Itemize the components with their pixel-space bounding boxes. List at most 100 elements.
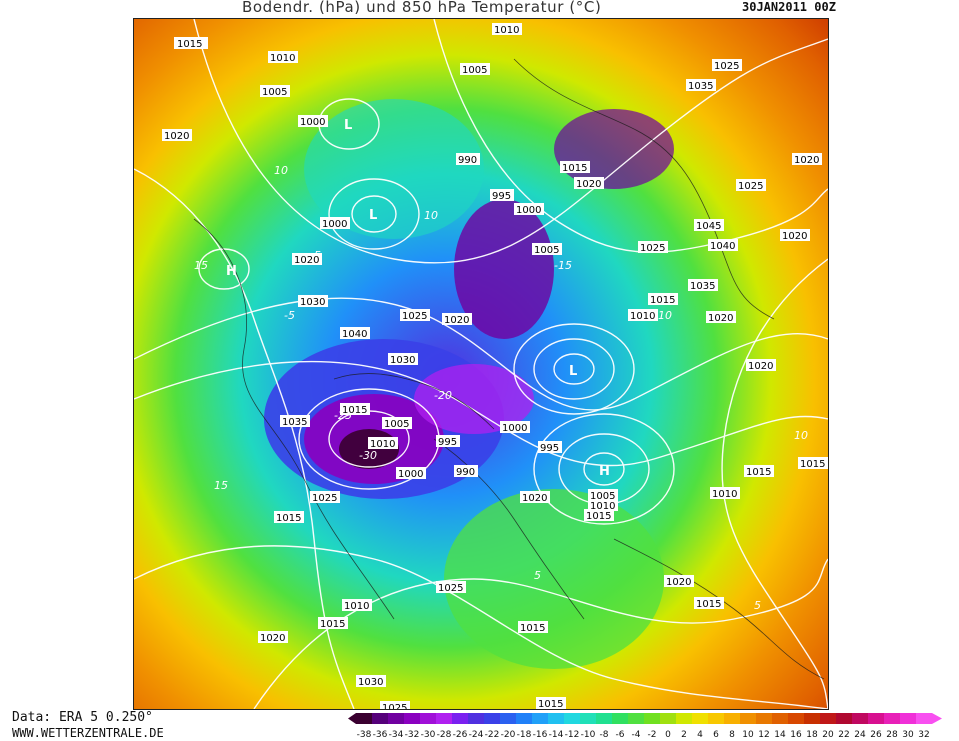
- colorbar-tick-label: 0: [665, 730, 671, 740]
- colorbar-tick-label: -8: [600, 730, 609, 740]
- isobar-label-box: 1030: [298, 295, 328, 308]
- isobar-ring: [583, 452, 625, 486]
- colorbar-swatch: [468, 713, 484, 724]
- svg-text:1010: 1010: [344, 601, 369, 612]
- colorbar-tick-label: -12: [565, 730, 580, 740]
- svg-text:1010: 1010: [370, 439, 395, 450]
- colorbar-swatch: [516, 713, 532, 724]
- colorbar-swatch: [548, 713, 564, 724]
- coastline: [613, 538, 825, 680]
- isobar-label-box: 1035: [688, 279, 718, 292]
- svg-text:1020: 1020: [164, 131, 189, 142]
- colorbar-tick-label: -14: [549, 730, 564, 740]
- svg-text:1030: 1030: [358, 677, 383, 688]
- cold-pool-arctic: [454, 199, 554, 339]
- colorbar-tick-label: 12: [758, 730, 769, 740]
- colorbar-swatch: [676, 713, 692, 724]
- colorbar-swatch: [596, 713, 612, 724]
- coastline: [433, 438, 585, 620]
- isobar-label-box: 1030: [356, 675, 386, 688]
- svg-text:1025: 1025: [402, 311, 427, 322]
- valid-time: 30JAN2011 00Z: [742, 0, 836, 14]
- colorbar-swatch: [644, 713, 660, 724]
- isobar-label-box: 1015: [318, 617, 348, 630]
- low-center: L: [369, 208, 377, 223]
- isobar-label-box: 1025: [712, 59, 742, 72]
- svg-text:1010: 1010: [270, 53, 295, 64]
- isobar-label-box: 1015: [798, 457, 828, 470]
- isobar-label-box: 1010: [628, 309, 658, 322]
- isobar-ring: [513, 323, 635, 415]
- cold-pool-center: [414, 364, 534, 434]
- isobar-label-box: 1025: [638, 241, 668, 254]
- colorbar-tick-label: -18: [517, 730, 532, 740]
- colorbar-swatch: [356, 713, 372, 724]
- isobar-label-box: 1010: [588, 499, 618, 512]
- colorbar-swatch: [420, 713, 436, 724]
- svg-text:1025: 1025: [738, 181, 763, 192]
- weather-map: 15 10 5 10 -5 5 -10 -15 -20 -25 -30 15 1…: [133, 18, 829, 710]
- svg-text:1015: 1015: [320, 619, 345, 630]
- isobar-label-box: 1015: [174, 37, 208, 50]
- data-source: Data: ERA 5 0.250°: [12, 710, 153, 725]
- svg-text:1025: 1025: [382, 703, 407, 709]
- map-title: Bodendr. (hPa) und 850 hPa Temperatur (°…: [242, 0, 602, 16]
- isobar-label-box: 1020: [520, 491, 550, 504]
- isobar-label-box: 1015: [536, 697, 566, 709]
- colorbar-swatch: [628, 713, 644, 724]
- colorbar-swatch: [372, 713, 388, 724]
- colorbar-swatch: [900, 713, 916, 724]
- svg-text:1020: 1020: [444, 315, 469, 326]
- isobar-label-box: 1025: [400, 309, 430, 322]
- svg-text:995: 995: [438, 437, 457, 448]
- svg-text:1035: 1035: [282, 417, 307, 428]
- isobar-label-box: 1015: [560, 161, 590, 174]
- isobar-line: [253, 558, 828, 709]
- colorbar-swatch: [692, 713, 708, 724]
- isobar-label-box: 1015: [340, 403, 370, 416]
- colorbar-swatch: [916, 713, 932, 724]
- colorbar-swatch: [852, 713, 868, 724]
- colorbar-swatch: [580, 713, 596, 724]
- temperature-labels: 15 10 5 10 -5 5 -10 -15 -20 -25 -30 15 1…: [194, 164, 808, 612]
- mild-area-south: [444, 489, 664, 669]
- temperature-label: -20: [434, 389, 452, 402]
- svg-text:995: 995: [540, 443, 559, 454]
- temperature-label: 15: [214, 479, 228, 492]
- svg-text:1010: 1010: [494, 25, 519, 36]
- colorbar-swatch: [708, 713, 724, 724]
- coastlines: [193, 58, 825, 680]
- svg-text:1005: 1005: [262, 87, 287, 98]
- isobar-label-box: 1045: [694, 219, 724, 232]
- isobar-label-box: 990: [454, 465, 478, 478]
- svg-text:1020: 1020: [708, 313, 733, 324]
- colorbar-swatch: [404, 713, 420, 724]
- colorbar-tick-label: 28: [886, 730, 898, 740]
- isobar-label-box: 1020: [664, 575, 694, 588]
- svg-text:1035: 1035: [688, 81, 713, 92]
- isobar-label-box: 1025: [310, 491, 340, 504]
- temperature-label: -30: [359, 449, 377, 462]
- colorbar-tick-label: -16: [533, 730, 548, 740]
- colorbar-swatch: [772, 713, 788, 724]
- temperature-label: 15: [194, 259, 208, 272]
- colorbar-tick-label: -24: [469, 730, 484, 740]
- high-center: H: [599, 464, 610, 479]
- isobar-label-box: 1020: [292, 253, 322, 266]
- colorbar-tick-label: -10: [581, 730, 596, 740]
- isobar-line: [134, 297, 828, 411]
- colorbar-swatch: [756, 713, 772, 724]
- colorbar-tick-label: 10: [742, 730, 754, 740]
- isobar-label-box: 1000: [514, 203, 544, 216]
- colorbar-tick-label: 26: [870, 730, 882, 740]
- svg-text:995: 995: [492, 191, 511, 202]
- svg-text:1020: 1020: [294, 255, 319, 266]
- isobar-label-box: 1015: [518, 621, 548, 634]
- isobar-line: [134, 168, 355, 709]
- svg-text:1015: 1015: [342, 405, 367, 416]
- isobar-ring: [351, 195, 397, 233]
- svg-text:1005: 1005: [534, 245, 559, 256]
- colorbar-swatch: [868, 713, 884, 724]
- isobar-label-box: 1000: [500, 421, 530, 434]
- colorbar-tick-label: 22: [838, 730, 849, 740]
